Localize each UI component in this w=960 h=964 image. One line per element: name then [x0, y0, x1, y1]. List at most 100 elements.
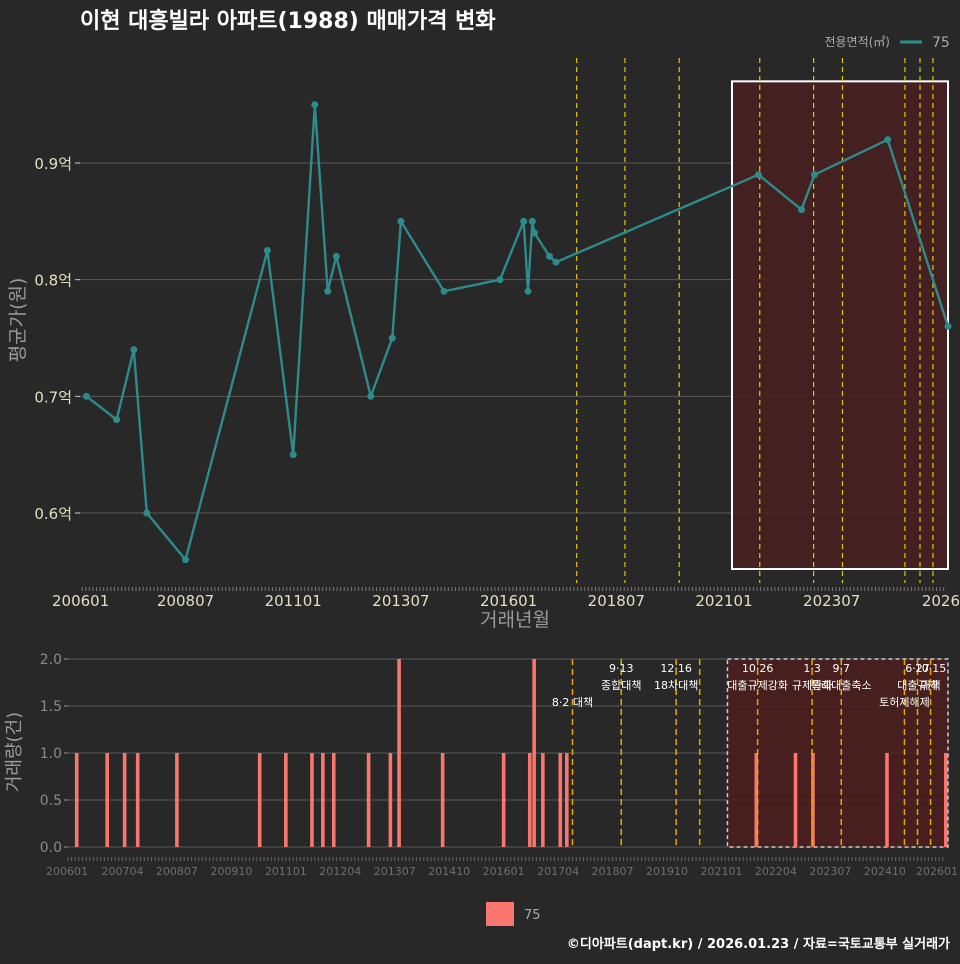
policy-label: 9·7 특례대출축소 — [811, 662, 872, 692]
policy-label: 1·3 규제완화 — [792, 662, 832, 692]
volume-bar — [397, 659, 401, 847]
data-point — [798, 206, 806, 214]
volume-bar — [541, 753, 545, 847]
data-point — [440, 287, 448, 295]
volume-bar — [793, 753, 798, 847]
bottom-y-tick-label: 1.5 — [40, 699, 62, 715]
bottom-y-tick-label: 2.0 — [40, 652, 62, 668]
top-x-tick-label: 200601 — [52, 592, 109, 610]
top-highlight — [731, 80, 949, 570]
data-point — [754, 171, 762, 179]
bottom-x-tick-label: 202410 — [864, 865, 906, 878]
policy-label: 9·13 종합대책 — [601, 662, 641, 692]
volume-bar — [944, 753, 948, 847]
top-x-tick-label: 2026 — [922, 592, 960, 610]
data-point — [397, 217, 405, 225]
bottom-x-tick-label: 201807 — [592, 865, 634, 878]
volume-bar — [175, 753, 179, 847]
bottom-legend-swatch — [486, 902, 514, 926]
data-point — [520, 217, 528, 225]
top-highlight-box — [731, 80, 949, 570]
legend-title: 전용면적(㎡) — [824, 35, 890, 49]
bottom-x-tick-label: 202101 — [700, 865, 742, 878]
bottom-x-tick-label: 200910 — [210, 865, 252, 878]
volume-bar — [331, 753, 336, 847]
top-x-tick-label: 201307 — [372, 592, 429, 610]
top-y-ticks: 0.6억 0.7억 0.8억 0.9억 — [34, 155, 80, 523]
top-y-tick-label: 0.9억 — [34, 155, 72, 173]
policy-label: 10·15 대책 — [915, 662, 947, 692]
bottom-x-tick-label: 201204 — [319, 865, 361, 878]
bottom-x-tick-label: 201410 — [428, 865, 470, 878]
volume-bar — [754, 753, 759, 847]
policy-label: 토허제해제 — [879, 695, 930, 709]
policy-label: 12·16 18차대책 — [654, 662, 698, 692]
top-y-tick-label: 0.7억 — [34, 388, 72, 406]
bottom-x-tick-label: 201704 — [537, 865, 579, 878]
volume-bar — [366, 753, 371, 847]
volume-bar — [440, 753, 445, 847]
volume-bar — [74, 753, 79, 847]
data-point — [496, 276, 504, 284]
footer-credit: ©디아파트(dapt.kr) / 2026.01.23 / 자료=국토교통부 실… — [567, 936, 950, 952]
volume-bar — [310, 753, 314, 847]
data-point — [388, 334, 396, 342]
bottom-bars — [74, 659, 948, 847]
top-x-tick-label: 201601 — [480, 592, 537, 610]
data-point — [130, 346, 138, 354]
data-point — [367, 392, 375, 400]
bottom-x-tick-label: 201601 — [483, 865, 525, 878]
top-x-tick-label: 201807 — [588, 592, 645, 610]
bottom-highlight-box — [726, 658, 949, 848]
bottom-x-tick-label: 202307 — [809, 865, 851, 878]
data-point — [289, 451, 297, 459]
bottom-x-tick-label: 200601 — [46, 865, 88, 878]
bottom-y-tick-label: 0.5 — [40, 793, 62, 809]
volume-bar — [811, 753, 815, 847]
data-point — [530, 229, 538, 237]
data-point — [113, 416, 121, 424]
data-point — [524, 287, 532, 295]
top-x-tick-label: 201101 — [265, 592, 322, 610]
bottom-x-tick-label: 201307 — [374, 865, 416, 878]
volume-bar — [105, 753, 110, 847]
top-legend: 전용면적(㎡) 75 — [824, 35, 949, 51]
policy-label: 10·26 대출규제강화 — [727, 662, 788, 692]
chart-title: 이현 대흥빌라 아파트(1988) 매매가격 변화 — [80, 9, 496, 34]
top-x-tick-label: 200807 — [157, 592, 214, 610]
top-series — [82, 101, 952, 564]
data-point — [546, 252, 554, 260]
data-point — [263, 247, 271, 254]
data-point — [82, 392, 90, 400]
policy-label: 6·27 대출규제 — [897, 662, 937, 692]
series-line — [85, 103, 950, 561]
bottom-x-ticks: 200601 200704 200807 200910 201101 201204 2013… — [46, 857, 958, 878]
volume-bar — [501, 753, 506, 847]
top-y-tick-label: 0.6억 — [34, 505, 72, 523]
policy-label: 8·2 대책 — [552, 696, 593, 709]
bottom-legend-label: 75 — [524, 908, 541, 923]
data-point — [143, 509, 151, 517]
top-y-tick-label: 0.8억 — [34, 272, 72, 290]
volume-bar — [257, 753, 262, 847]
volume-bar — [565, 753, 569, 847]
bottom-x-tick-label: 202601 — [916, 865, 958, 878]
top-x-ticks: 200601 200807 201101 201307 201601 201807 2021… — [52, 587, 960, 610]
volume-bar — [135, 753, 140, 847]
data-point — [332, 252, 340, 260]
bottom-y-tick-label: 1.0 — [40, 746, 62, 762]
data-point — [884, 136, 892, 144]
bottom-y-ticks: 0.0 0.5 1.0 1.5 2.0 — [40, 652, 68, 856]
bottom-x-tick-label: 202204 — [755, 865, 797, 878]
bottom-x-tick-label: 200704 — [101, 865, 143, 878]
data-point — [528, 217, 536, 225]
volume-bar — [284, 753, 288, 847]
volume-bar — [388, 753, 393, 847]
bottom-legend: 75 — [486, 902, 541, 926]
legend-label: 75 — [932, 35, 950, 51]
volume-bar — [527, 753, 532, 847]
bottom-highlight — [726, 658, 949, 848]
bottom-y-tick-label: 0.0 — [40, 840, 62, 856]
